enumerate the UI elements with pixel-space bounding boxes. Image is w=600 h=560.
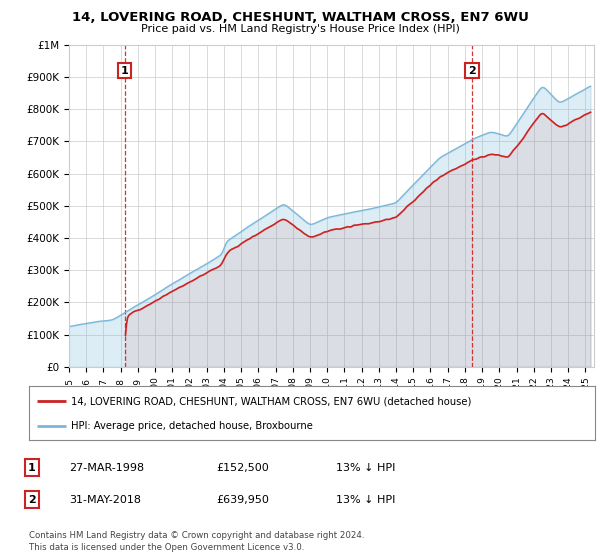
Text: 1: 1: [28, 463, 35, 473]
Text: 1: 1: [121, 66, 128, 76]
Text: HPI: Average price, detached house, Broxbourne: HPI: Average price, detached house, Brox…: [71, 421, 313, 431]
Text: 2: 2: [28, 494, 35, 505]
Text: Price paid vs. HM Land Registry's House Price Index (HPI): Price paid vs. HM Land Registry's House …: [140, 24, 460, 34]
Text: 13% ↓ HPI: 13% ↓ HPI: [336, 494, 395, 505]
Text: Contains HM Land Registry data © Crown copyright and database right 2024.
This d: Contains HM Land Registry data © Crown c…: [29, 531, 364, 552]
Text: £639,950: £639,950: [216, 494, 269, 505]
Text: 14, LOVERING ROAD, CHESHUNT, WALTHAM CROSS, EN7 6WU (detached house): 14, LOVERING ROAD, CHESHUNT, WALTHAM CRO…: [71, 396, 472, 407]
Text: 13% ↓ HPI: 13% ↓ HPI: [336, 463, 395, 473]
Text: 27-MAR-1998: 27-MAR-1998: [69, 463, 144, 473]
Text: 31-MAY-2018: 31-MAY-2018: [69, 494, 141, 505]
Text: £152,500: £152,500: [216, 463, 269, 473]
Text: 14, LOVERING ROAD, CHESHUNT, WALTHAM CROSS, EN7 6WU: 14, LOVERING ROAD, CHESHUNT, WALTHAM CRO…: [71, 11, 529, 24]
Text: 2: 2: [468, 66, 476, 76]
